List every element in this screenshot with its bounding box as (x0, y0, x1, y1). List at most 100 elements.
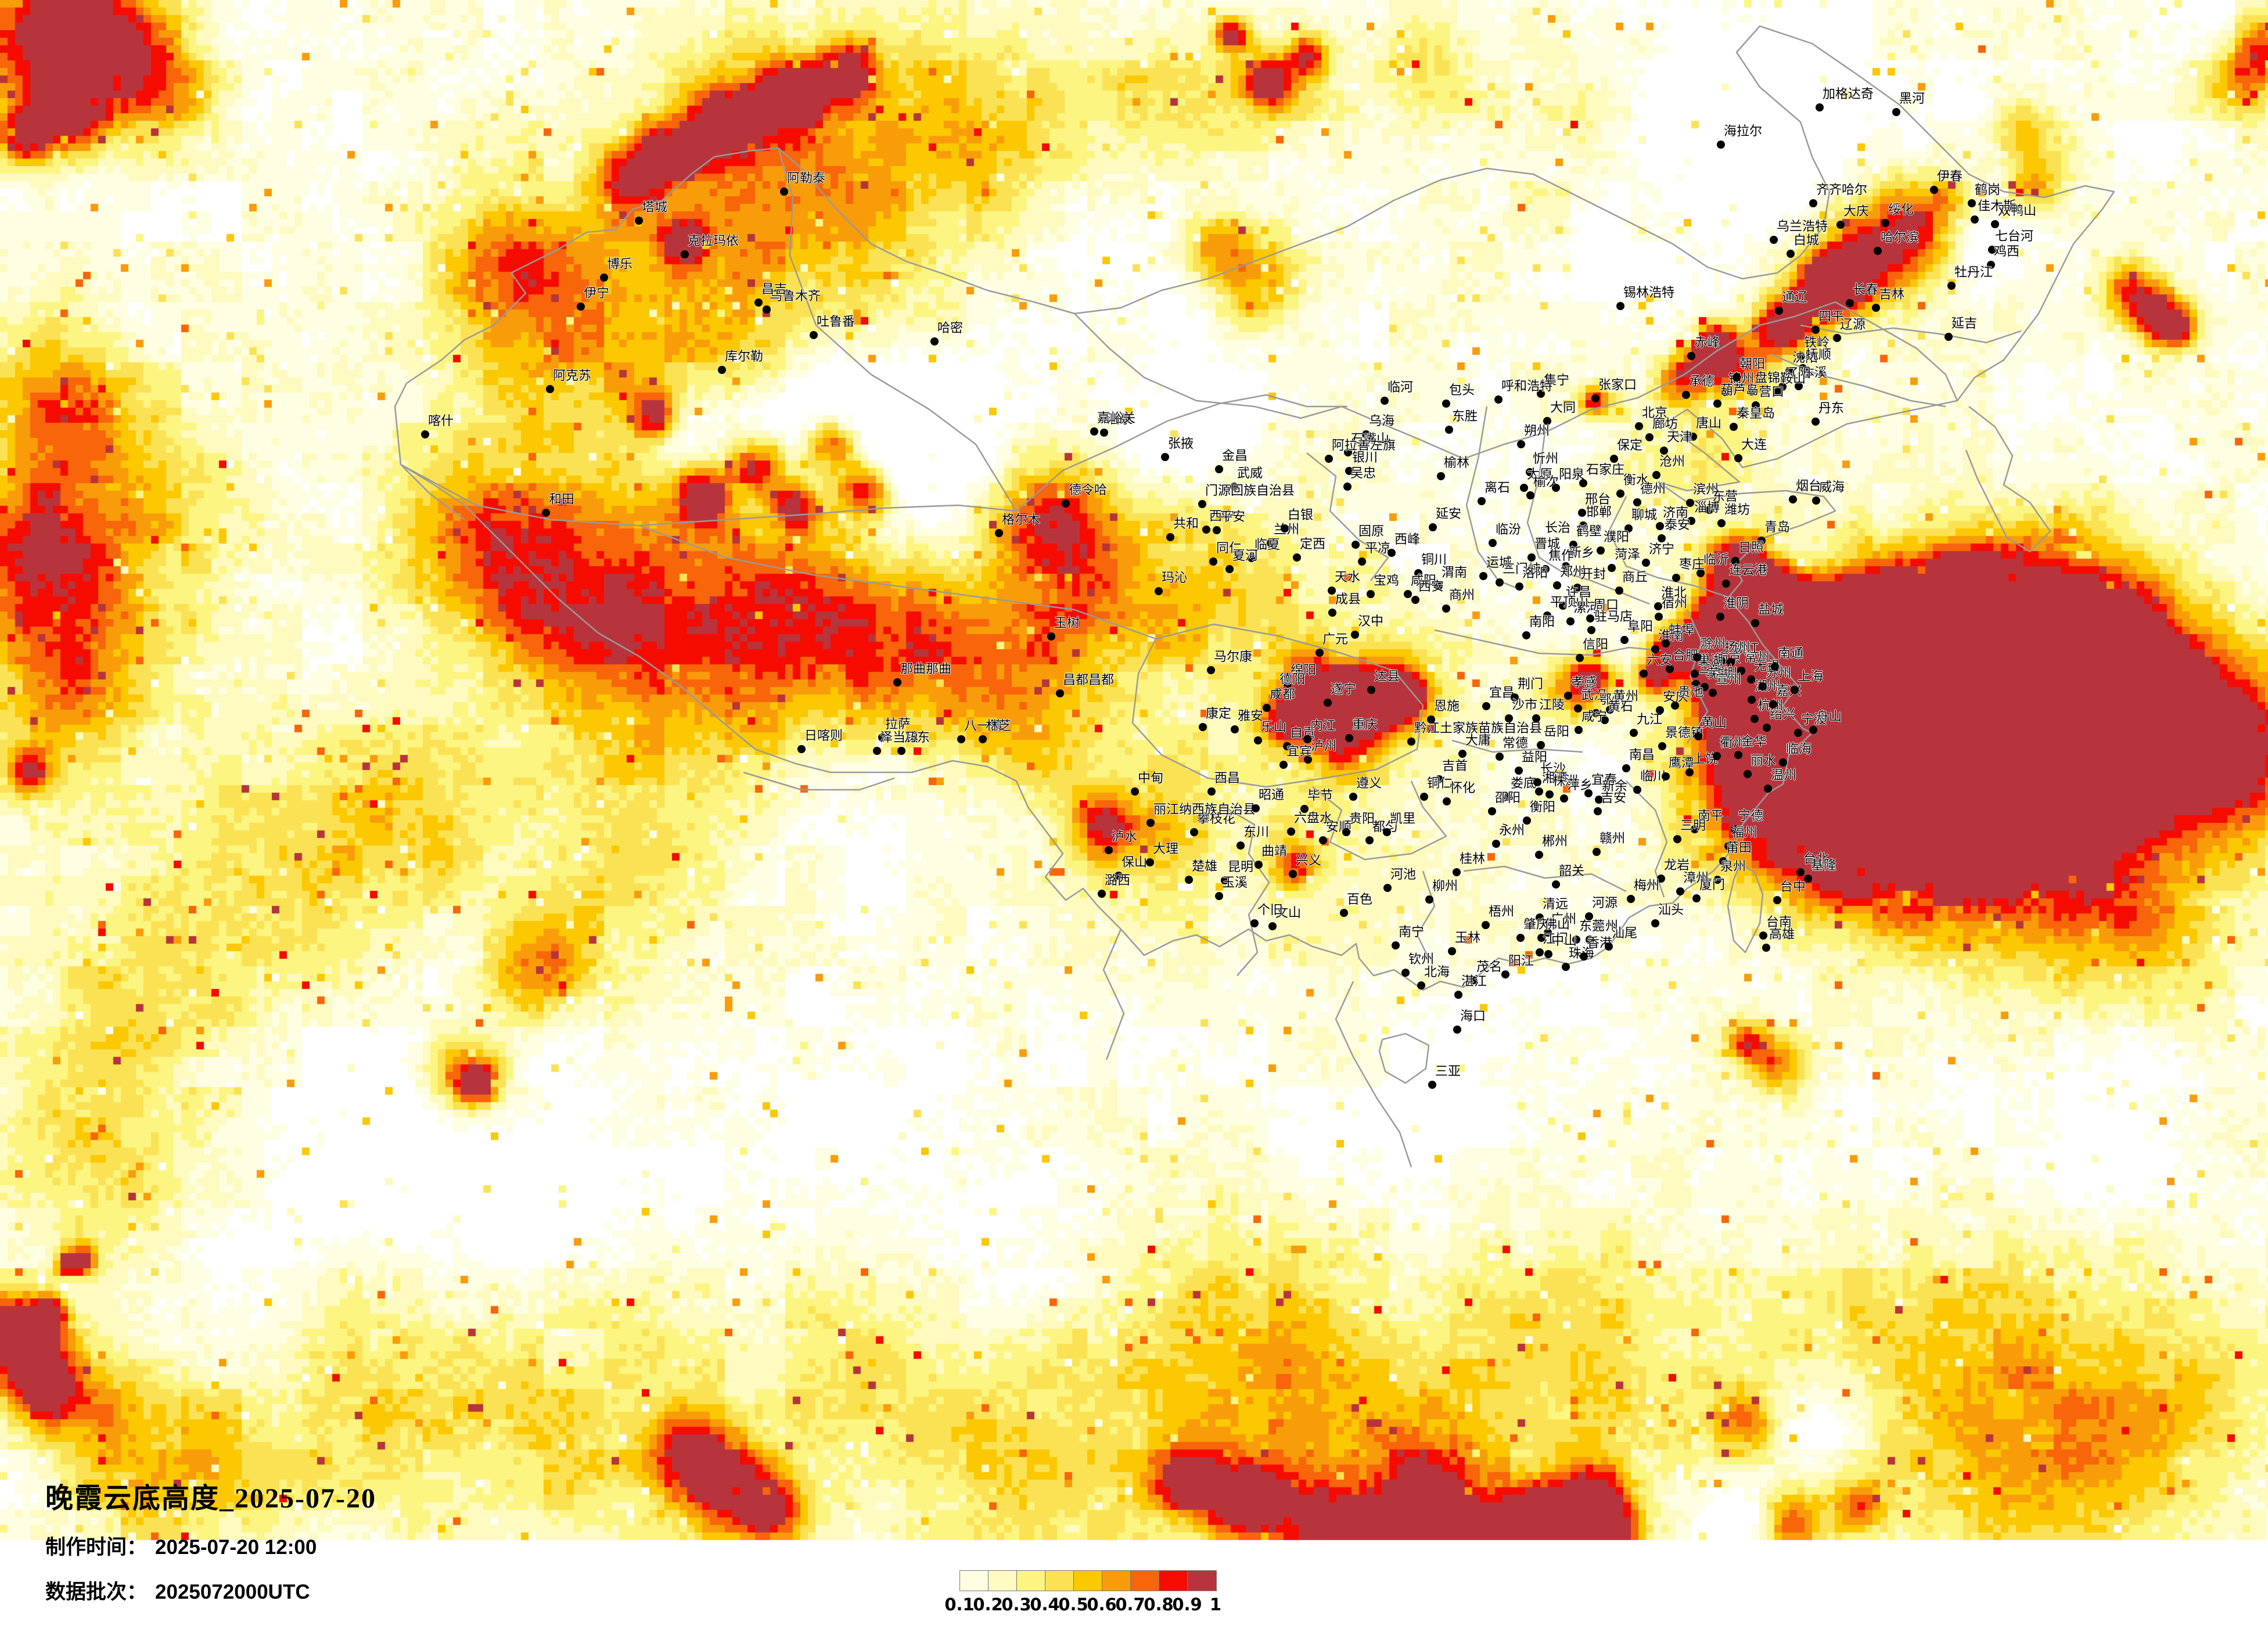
city-dot (1231, 725, 1239, 733)
city-label: 绥化 (1888, 203, 1914, 217)
city-label: 西宁 (1209, 509, 1235, 524)
color-scale-cells (959, 1570, 1217, 1591)
city-dot (1496, 578, 1504, 587)
city-label: 齐齐哈尔 (1816, 183, 1868, 197)
city-dot (1328, 587, 1336, 595)
city-label: 湛江 (1461, 974, 1487, 989)
province-border-5 (1306, 452, 1389, 581)
city-label: 景德镇 (1665, 726, 1704, 740)
city-label: 汕头 (1658, 903, 1684, 918)
city-label: 钦州 (1408, 952, 1435, 967)
city-label: 凯里 (1390, 812, 1416, 826)
city-dot (1811, 326, 1820, 334)
city-label: 衡阳 (1530, 800, 1556, 815)
city-label: 金昌 (1222, 449, 1248, 463)
city-label: 衢州 (1720, 736, 1746, 750)
city-dot (1505, 714, 1513, 722)
city-label: 西峰 (1394, 533, 1421, 547)
city-label: 中山 (1551, 934, 1577, 948)
city-label: 邢台 (1585, 492, 1611, 507)
legend-tick-label: 0.7 (1115, 1595, 1145, 1614)
city-label: 连云港 (1729, 563, 1768, 578)
city-dot (1248, 554, 1256, 562)
city-label: 运城 (1486, 556, 1512, 570)
city-dot (1358, 557, 1366, 566)
city-label: 七台河 (1995, 229, 2034, 244)
city-label: 宜昌 (1489, 686, 1515, 700)
province-border-21 (1686, 609, 1709, 744)
city-dot (1691, 670, 1699, 678)
city-dot (1319, 836, 1327, 844)
province-border-7 (1800, 324, 2022, 344)
city-dot (1656, 522, 1664, 530)
city-label: 盘锦 (1755, 371, 1781, 386)
city-dot (1345, 467, 1353, 475)
city-dot (1417, 981, 1425, 990)
city-dot (1652, 471, 1660, 479)
city-label: 株洲 (1552, 774, 1579, 789)
city-dot (1635, 422, 1643, 430)
produced-time-label: 制作时间： (45, 1536, 148, 1559)
city-label: 合肥 (1673, 649, 1699, 663)
city-label: 海拉尔 (1724, 124, 1763, 139)
city-dot (1553, 581, 1561, 589)
city-dot (1115, 872, 1123, 880)
city-label: 菏泽 (1615, 548, 1641, 562)
city-dot (1730, 423, 1738, 431)
city-dot (1146, 819, 1155, 827)
city-dot (1640, 670, 1648, 678)
city-dot (1443, 797, 1451, 805)
city-label: 同仁 (1216, 541, 1242, 556)
province-border-1 (777, 148, 1018, 512)
city-label: 西昌 (1214, 771, 1241, 786)
city-label: 焦作 (1548, 549, 1575, 563)
city-dot (1494, 395, 1503, 404)
city-label: 镇江 (1734, 642, 1760, 656)
city-dot (1425, 895, 1433, 904)
city-label: 沈阳 (1792, 351, 1818, 365)
city-label: 泽当镇 (880, 731, 919, 745)
province-border-0 (400, 463, 1017, 527)
city-dot (1479, 572, 1487, 580)
city-label: 郴州 (1542, 834, 1568, 849)
city-dot (1991, 220, 1999, 228)
city-dot (1454, 991, 1462, 999)
city-label: 河池 (1390, 868, 1417, 882)
city-dot (1716, 613, 1724, 621)
city-dot (797, 745, 806, 753)
city-dot (1799, 364, 1807, 372)
city-dot (1572, 936, 1580, 944)
city-label: 上海 (1798, 670, 1824, 684)
city-dot (1592, 709, 1600, 717)
produced-time-value: 2025-07-20 12:00 (155, 1536, 317, 1559)
city-label: 梅州 (1634, 879, 1660, 893)
city-dot (1789, 495, 1797, 503)
city-label: 大连 (1741, 438, 1767, 452)
city-label: 阿拉善左旗 (1332, 438, 1396, 453)
city-dot (1303, 735, 1311, 743)
city-dot (1833, 334, 1841, 342)
city-dot (1721, 388, 1730, 396)
city-label: 乌海 (1369, 414, 1395, 429)
map-title: 晚霞云底高度_2025-07-20 (45, 1483, 376, 1514)
color-scale-legend: 0.1 0.2 0.3 0.4 0.5 0.6 0.7 0.8 0.9 1 (944, 1570, 1221, 1616)
city-label: 加格达奇 (1823, 87, 1874, 102)
city-dot (1655, 613, 1663, 621)
city-dot (1748, 696, 1756, 704)
city-label: 张家口 (1598, 378, 1637, 393)
city-label: 佛山 (1544, 918, 1570, 932)
city-label: 渭南 (1442, 566, 1468, 580)
city-dot (1662, 639, 1670, 647)
city-dot (1717, 519, 1726, 527)
city-label: 吉安 (1601, 791, 1627, 805)
legend-tick-label: 1 (1209, 1595, 1222, 1614)
city-label: 鹰潭 (1669, 756, 1695, 771)
city-label: 盐城 (1758, 603, 1784, 617)
city-dot (635, 217, 643, 225)
city-dot (1504, 793, 1512, 801)
province-border-9 (1526, 432, 1563, 573)
city-label: 朔州 (1524, 424, 1550, 438)
city-label: 韶关 (1559, 864, 1585, 879)
batch-label: 数据批次： (45, 1581, 148, 1603)
city-dot (780, 188, 788, 196)
